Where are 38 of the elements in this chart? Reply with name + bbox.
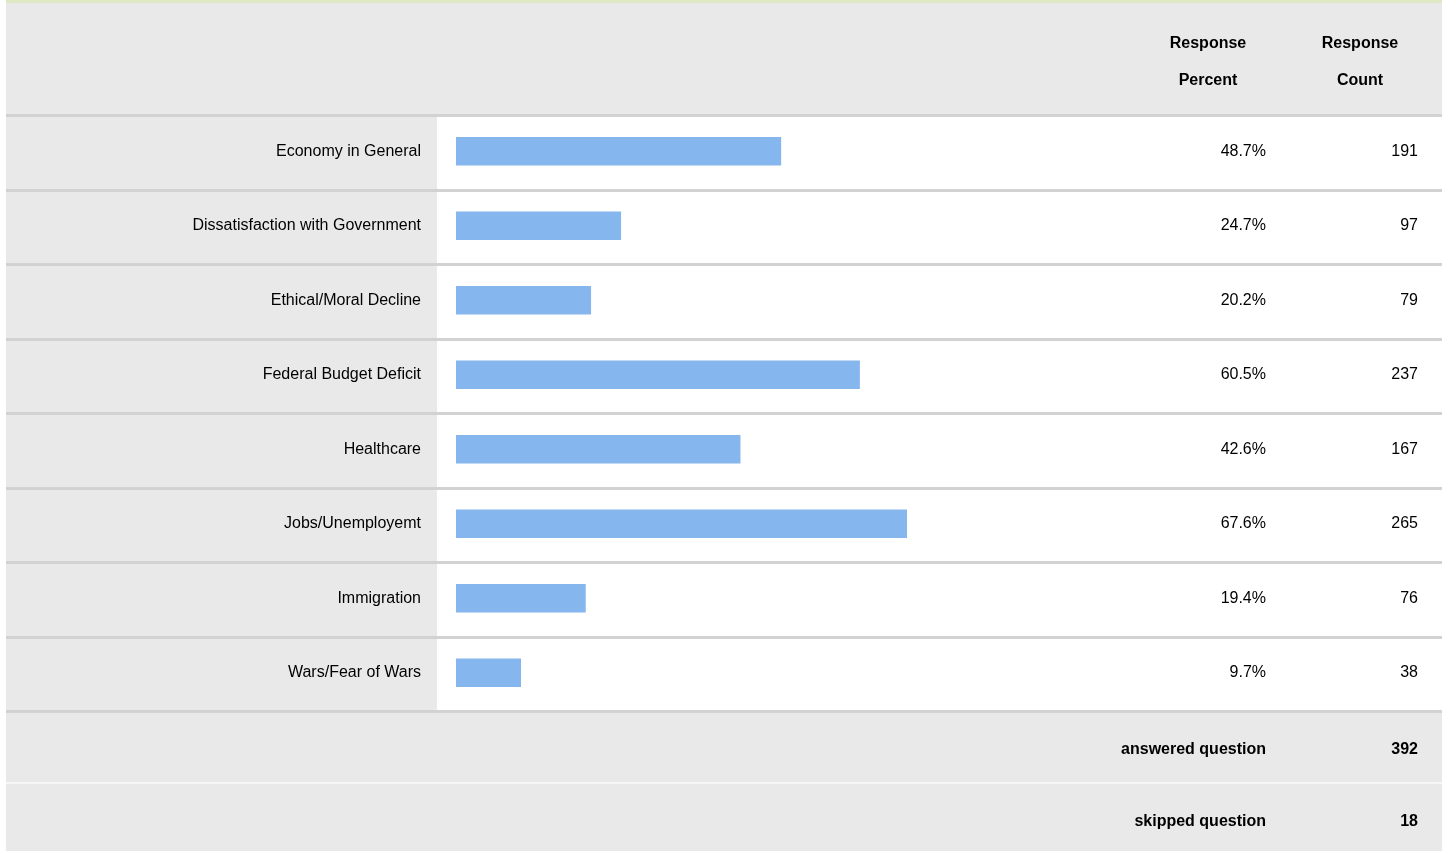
y-tick-label: Dissatisfaction with Government [192,216,422,234]
bar [456,360,860,390]
bar [456,434,741,464]
bar [456,583,586,613]
text: 79 [1400,290,1419,308]
y-tick-label: Jobs/Unemployemt [284,514,422,532]
text: answered question [1121,740,1266,758]
text: 38 [1400,663,1419,681]
data-label: 24.7% [1220,216,1266,234]
text: 191 [1391,141,1419,159]
text: 167 [1391,439,1419,457]
y-tick-label: Healthcare [343,439,422,457]
y-tick-label: Federal Budget Deficit [262,365,422,383]
data-label: 9.7% [1229,663,1266,681]
data-label: 42.6% [1220,439,1266,457]
data-label: 48.7% [1220,141,1266,159]
bar [456,211,622,241]
data-label: 60.5% [1220,365,1266,383]
bar [456,658,522,688]
text: 97 [1400,216,1419,234]
bar [456,136,782,166]
y-tick-label: Economy in General [276,141,421,159]
text: 18 [1400,812,1419,830]
data-label: 67.6% [1220,514,1266,532]
data-label: 20.2% [1220,290,1266,308]
text: Response Count [1321,33,1399,88]
bar [456,509,907,539]
text: 392 [1391,740,1419,758]
y-tick-label: Wars/Fear of Wars [287,663,421,681]
y-tick-label: Ethical/Moral Decline [270,290,422,308]
bar [456,285,592,315]
y-tick-label: Immigration [337,588,421,606]
text: 76 [1400,588,1419,606]
text: 237 [1391,365,1419,383]
data-label: 19.4% [1220,588,1266,606]
text: Response Percent [1169,33,1247,88]
text: 265 [1391,514,1419,532]
text: skipped question [1134,812,1266,830]
